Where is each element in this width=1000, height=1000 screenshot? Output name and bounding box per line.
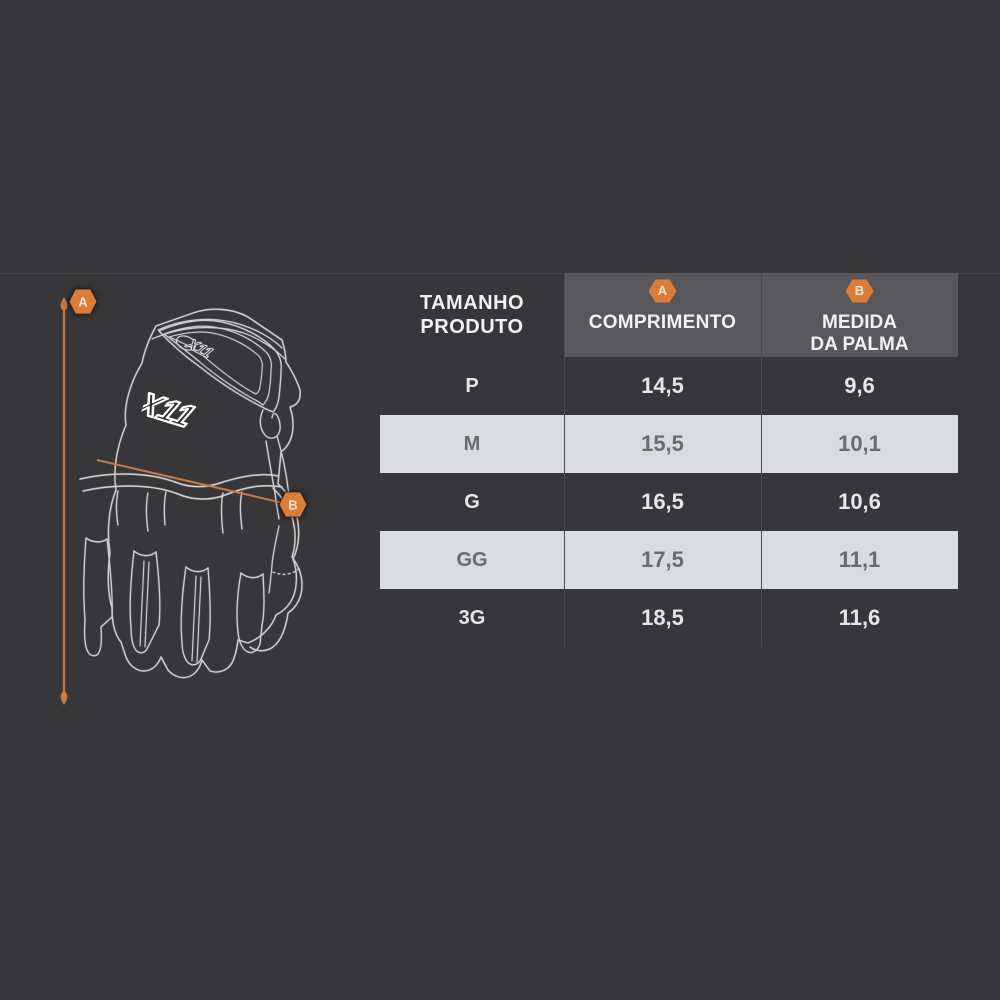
svg-text:B: B [288, 498, 297, 513]
svg-text:X11: X11 [137, 386, 202, 434]
